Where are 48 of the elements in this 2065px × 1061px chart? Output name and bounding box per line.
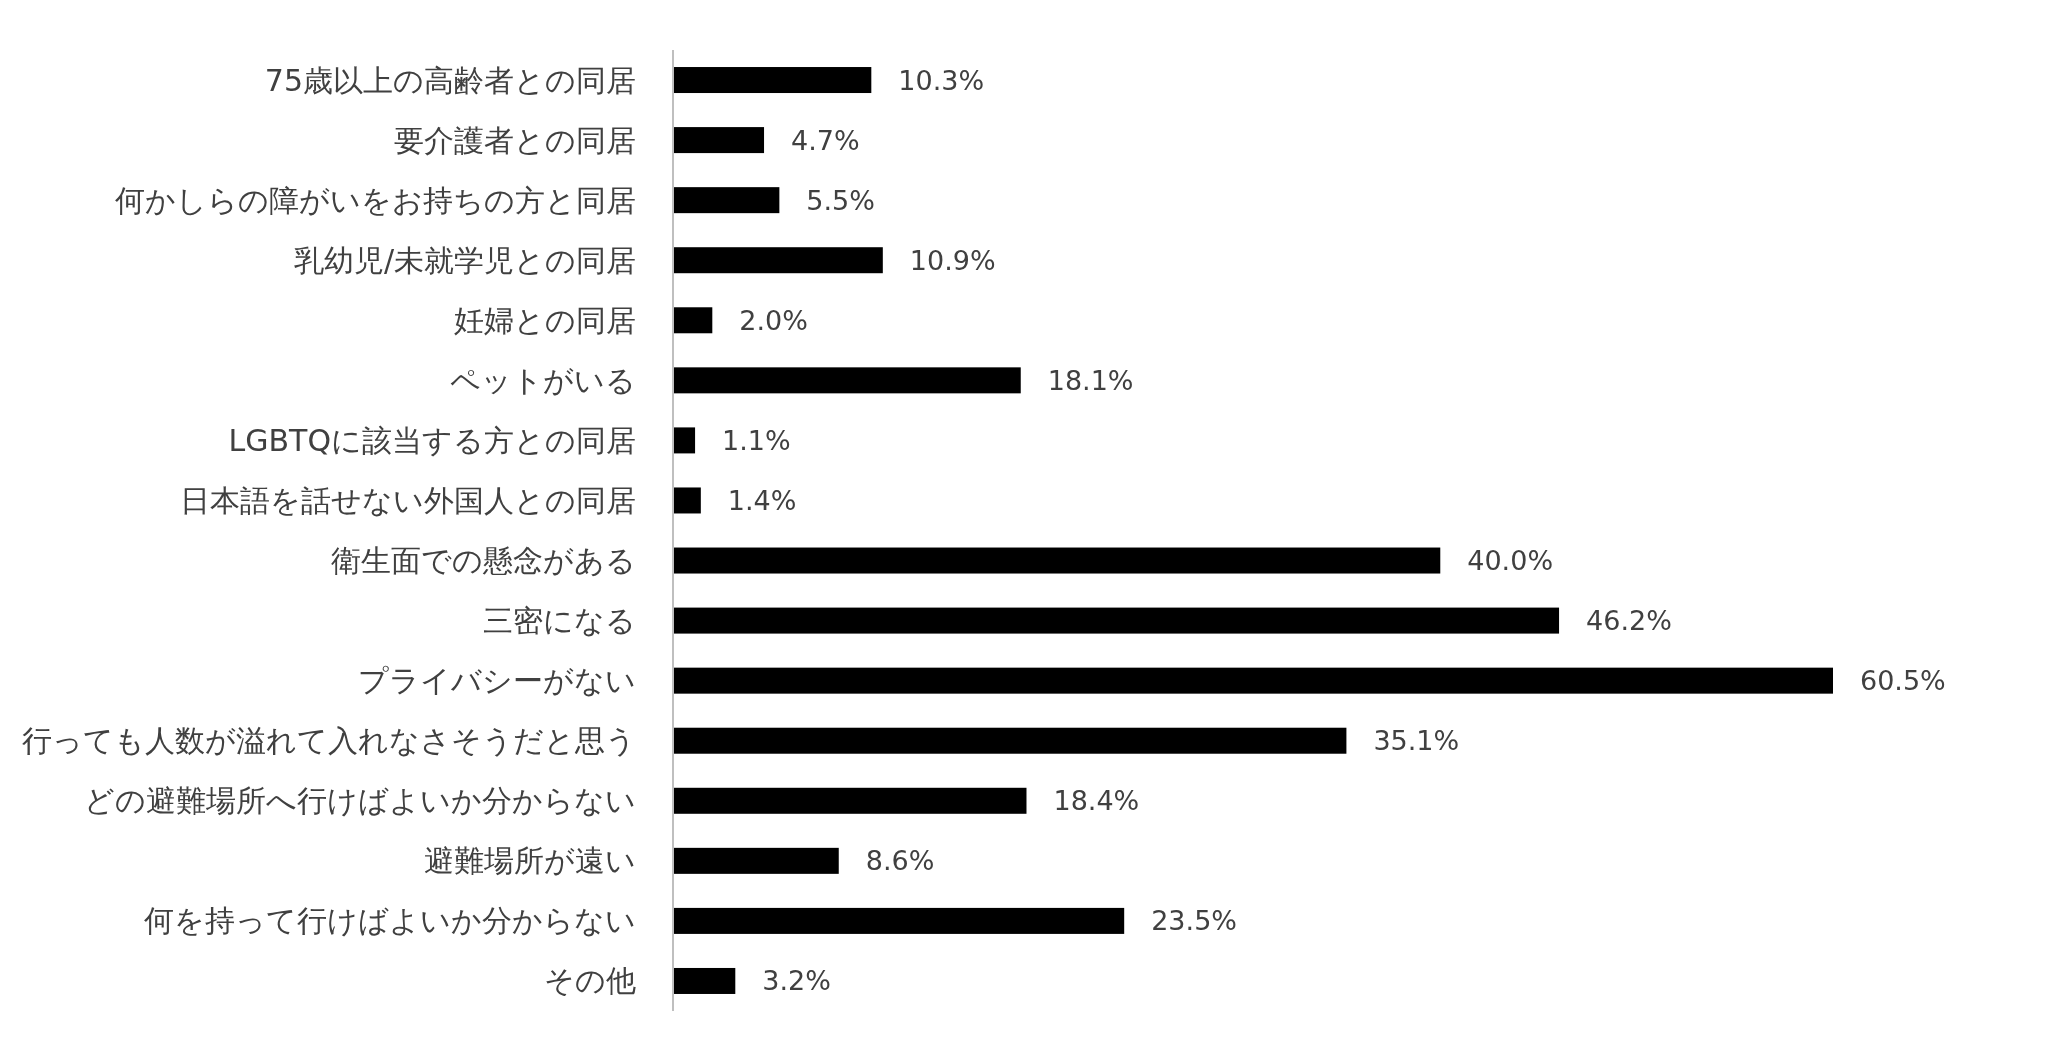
y-tick-label: ペットがいる — [450, 362, 636, 398]
data-label: 4.7% — [791, 124, 860, 156]
data-label: 60.5% — [1860, 665, 1946, 697]
y-tick-label: 行っても人数が溢れて入れなさそうだと思う — [22, 723, 636, 759]
bar — [674, 727, 1347, 754]
bar — [674, 487, 701, 514]
y-tick-label: 何かしらの障がいをお持ちの方と同居 — [115, 182, 636, 218]
bar — [674, 427, 696, 454]
y-tick-label: 妊婦との同居 — [454, 302, 636, 338]
y-tick-label: プライバシーがない — [358, 663, 636, 699]
data-label: 8.6% — [865, 845, 935, 877]
bar — [674, 907, 1125, 934]
data-label: 10.3% — [898, 64, 985, 96]
bar — [674, 607, 1560, 634]
y-tick-label: 日本語を話せない外国人との同居 — [180, 482, 636, 518]
bar — [674, 787, 1027, 814]
data-label: 46.2% — [1586, 605, 1672, 637]
data-label: 40.0% — [1467, 545, 1554, 577]
data-label: 3.2% — [762, 965, 831, 997]
data-label: 23.5% — [1151, 905, 1237, 937]
bar — [674, 307, 713, 334]
bar — [674, 367, 1021, 394]
bar — [674, 967, 736, 994]
data-label: 18.4% — [1053, 785, 1140, 817]
bar — [674, 667, 1833, 694]
bar — [674, 67, 872, 94]
y-tick-label: 乳幼児/未就学児との同居 — [293, 242, 636, 278]
data-label: 1.4% — [727, 484, 797, 516]
data-label: 1.1% — [722, 424, 791, 456]
data-label: 35.1% — [1373, 725, 1460, 757]
bar — [674, 187, 780, 214]
y-tick-label: 何を持って行けばよいか分からない — [144, 903, 636, 939]
bar — [674, 847, 839, 874]
y-tick-label: その他 — [544, 963, 636, 999]
y-tick-label: 75歳以上の高齢者との同居 — [264, 62, 636, 98]
data-label: 2.0% — [739, 304, 808, 336]
y-tick-label: 避難場所が遠い — [424, 843, 636, 879]
bar — [674, 247, 883, 274]
data-label: 10.9% — [909, 244, 996, 276]
data-label: 18.1% — [1047, 364, 1134, 396]
y-tick-label: どの避難場所へ行けばよいか分からない — [84, 783, 636, 819]
bar — [674, 127, 765, 154]
y-tick-label: 三密になる — [483, 603, 636, 639]
data-label: 5.5% — [806, 184, 875, 216]
bar — [674, 547, 1441, 574]
y-tick-label: 衛生面での懸念がある — [331, 543, 636, 579]
y-tick-label: 要介護者との同居 — [394, 122, 636, 158]
y-tick-label: LGBTQに該当する方との同居 — [228, 422, 636, 458]
